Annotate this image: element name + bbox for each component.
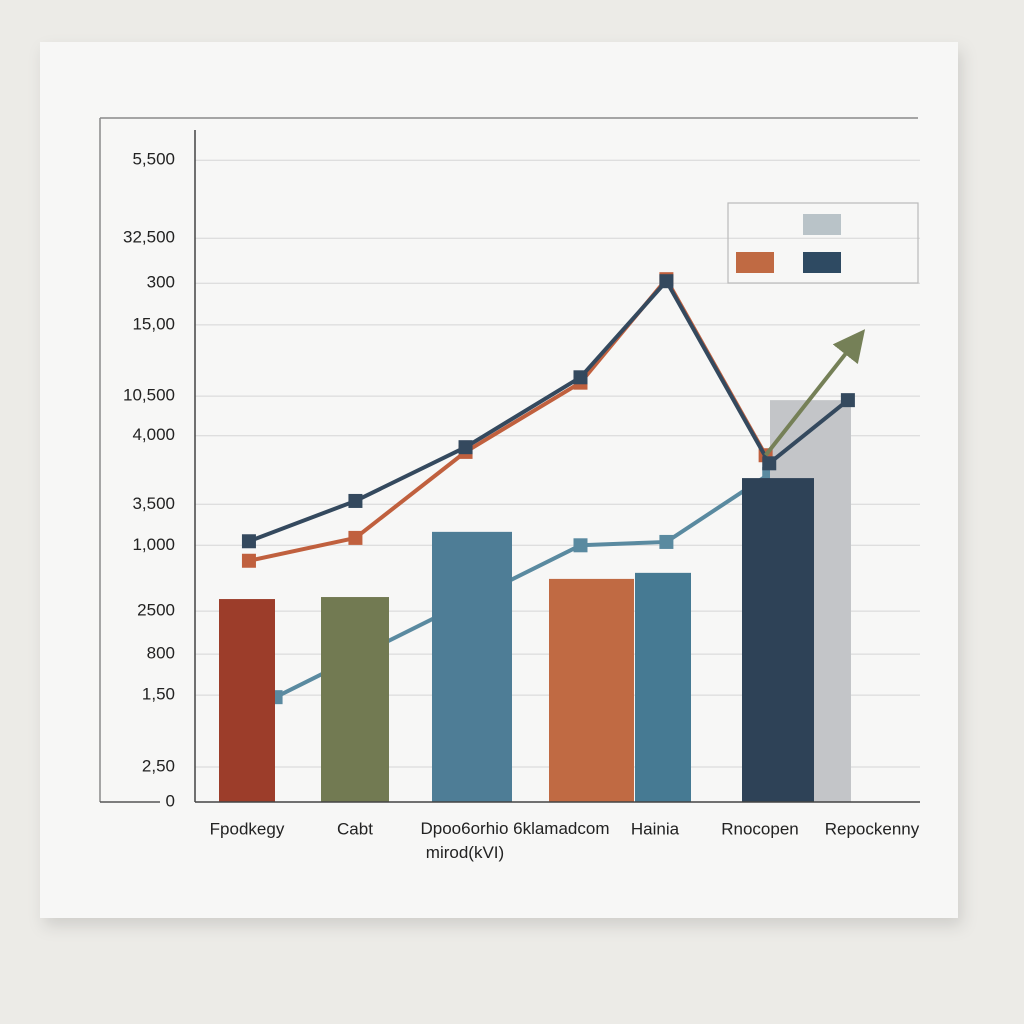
x-tick-label: Repockenny — [825, 819, 920, 838]
point — [241, 553, 256, 568]
line — [274, 472, 771, 699]
point — [840, 393, 855, 408]
point — [762, 456, 777, 471]
y-tick-label: 4,000 — [132, 425, 175, 444]
y-tick-label: 2,50 — [142, 757, 175, 776]
y-tick-label: 1,50 — [142, 685, 175, 704]
point — [348, 530, 363, 545]
y-tick-label: 0 — [166, 791, 175, 810]
x-tick-label: Dpoo6orhio 6klamadcom mirod(kVI) — [421, 819, 610, 862]
point — [573, 538, 588, 553]
x-tick-label: Hainia — [631, 819, 680, 838]
y-tick-label: 800 — [147, 644, 175, 663]
bar — [549, 578, 634, 802]
point — [241, 534, 256, 549]
x-tick-label: Rnocopen — [721, 819, 799, 838]
y-tick-label: 32,500 — [123, 228, 175, 247]
y-tick-label: 15,00 — [132, 314, 175, 333]
y-tick-label: 5,500 — [132, 150, 175, 169]
x-tick-label: Fpodkegy — [210, 819, 285, 838]
bar — [321, 597, 389, 802]
legend-swatch — [736, 252, 774, 273]
bar — [432, 531, 512, 802]
legend-swatch — [803, 252, 841, 273]
line — [764, 329, 866, 457]
x-tick-label: Cabt — [337, 819, 373, 838]
point — [573, 370, 588, 385]
y-tick-label: 10,500 — [123, 386, 175, 405]
marks — [219, 272, 866, 802]
y-tick-label: 2500 — [137, 601, 175, 620]
labels: 5,500 32,500 300 15,00 10,500 4,000 3,500 1,000… — [123, 150, 920, 863]
y-tick-label: 3,500 — [132, 494, 175, 513]
legend-box — [727, 202, 919, 284]
point — [458, 440, 473, 455]
bar — [219, 599, 275, 802]
point — [348, 493, 363, 508]
legend-swatch — [803, 214, 841, 235]
point — [659, 274, 674, 289]
point — [659, 534, 674, 549]
y-tick-label: 300 — [147, 273, 175, 292]
bar — [742, 478, 814, 802]
bar — [635, 572, 691, 802]
y-tick-label: 1,000 — [132, 535, 175, 554]
